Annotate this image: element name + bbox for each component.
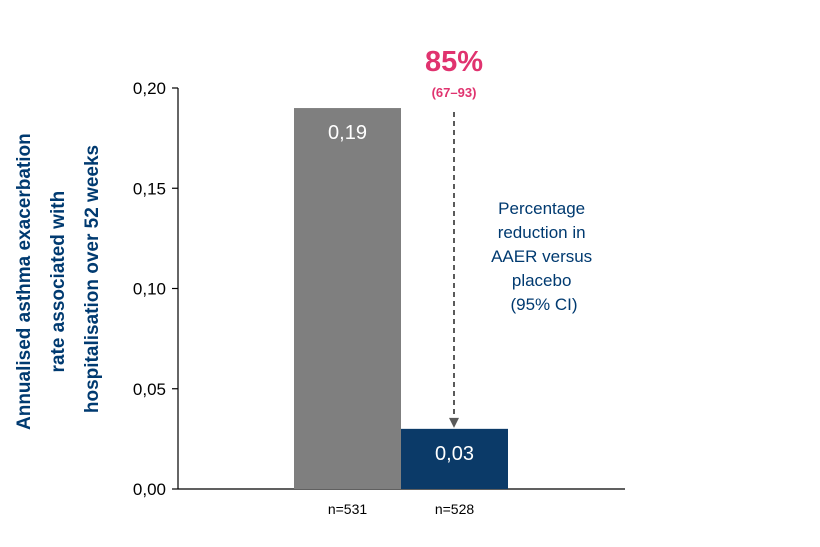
bar-value-label: 0,19 [328, 122, 367, 144]
bar [294, 108, 401, 490]
category-label: n=531 [328, 501, 368, 517]
bar [401, 428, 508, 489]
annotation-note-line: Percentage [498, 199, 585, 218]
annotation-note-line: placebo [512, 271, 572, 290]
bar-value-label: 0,03 [435, 443, 474, 465]
y-ticks: 0,00 0,05 0,10 0,15 0,20 [133, 79, 178, 499]
percent-reduction-label: 85% [425, 46, 483, 78]
annotation-note-line: (95% CI) [510, 295, 577, 314]
annotation-note-line: reduction in [498, 223, 586, 242]
y-tick-label: 0,05 [133, 380, 166, 399]
y-axis-title: Annualised asthma exacerbation rate asso… [14, 128, 103, 430]
arrow-head-icon [449, 417, 459, 428]
category-label: n=528 [435, 501, 475, 517]
y-tick-label: 0,00 [133, 480, 166, 499]
confidence-interval-label: (67–93) [432, 85, 477, 100]
y-axis-title-line: Annualised asthma exacerbation [14, 133, 35, 430]
annotation-note: Percentage reduction in AAER versus plac… [491, 199, 597, 314]
bars: 0,19 n=531 0,03 n=528 [294, 108, 508, 517]
y-axis-title-line: hospitalisation over 52 weeks [82, 145, 103, 413]
y-axis-title-line: rate associated with [48, 191, 69, 373]
annotation-note-line: AAER versus [491, 247, 592, 266]
y-tick-label: 0,15 [133, 179, 166, 198]
y-tick-label: 0,20 [133, 79, 166, 98]
y-tick-label: 0,10 [133, 280, 166, 299]
